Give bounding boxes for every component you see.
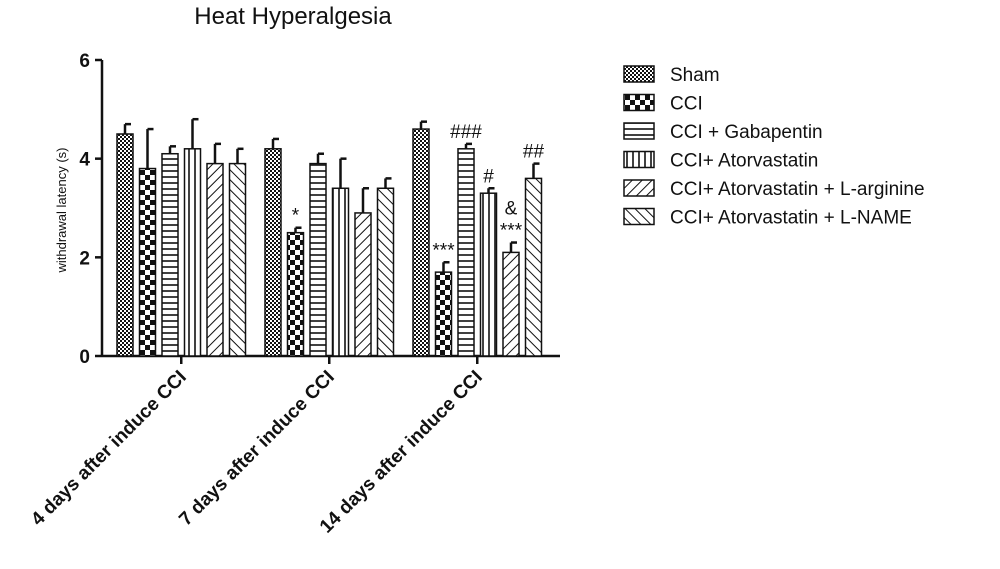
- legend-swatch: [623, 65, 655, 83]
- bar: [183, 148, 202, 357]
- x-tick-label: 4 days after induce CCI: [27, 367, 190, 530]
- y-tick-label: 6: [79, 51, 90, 72]
- y-tick-label: 2: [79, 248, 90, 269]
- legend-entry: CCI+ Atorvastatin + L-arginine: [670, 179, 925, 200]
- bar: [502, 251, 520, 357]
- legend-entry: CCI: [670, 94, 703, 115]
- significance-annotation: ##: [523, 142, 545, 163]
- bar: [479, 192, 498, 357]
- significance-annotation: ***: [432, 240, 455, 261]
- bar: [228, 162, 247, 357]
- bar: [116, 133, 134, 357]
- legend-swatch: [623, 122, 655, 140]
- bar: [161, 152, 179, 357]
- bar: [264, 148, 282, 357]
- bar: [331, 187, 350, 357]
- significance-annotation: ###: [450, 122, 482, 143]
- y-tick-label: 0: [79, 347, 90, 368]
- bar: [434, 271, 453, 357]
- legend: Sham CCI CCI + Gabapentin CCI+ Atorvastatin…: [623, 65, 925, 229]
- bar: [524, 177, 543, 357]
- legend-entry: Sham: [670, 65, 720, 86]
- chart-title: Heat Hyperalgesia: [194, 3, 392, 30]
- y-axis-label: withdrawal latency (s): [54, 148, 69, 274]
- y-tick-label: 4: [79, 150, 90, 171]
- significance-annotation: #: [483, 166, 494, 187]
- bar: [138, 167, 157, 357]
- legend-entry: CCI + Gabapentin: [670, 122, 823, 143]
- legend-swatch: [623, 150, 655, 169]
- x-tick-label: 14 days after induce CCI: [316, 367, 487, 538]
- legend-swatch: [623, 179, 655, 197]
- bar: [309, 162, 327, 357]
- legend-swatch: [623, 93, 655, 112]
- bar: [457, 148, 475, 357]
- bar: [286, 231, 305, 357]
- legend-entry: CCI+ Atorvastatin: [670, 151, 818, 172]
- bar: [206, 162, 224, 357]
- bar: [354, 212, 372, 357]
- legend-entry: CCI+ Atorvastatin + L-NAME: [670, 208, 912, 229]
- legend-swatch: [623, 207, 655, 226]
- significance-annotation: &: [505, 199, 518, 220]
- bar: [412, 128, 430, 357]
- significance-annotation: ***: [500, 221, 523, 242]
- bar: [376, 187, 395, 357]
- x-tick-label: 7 days after induce CCI: [175, 367, 338, 530]
- significance-annotation: *: [292, 206, 300, 227]
